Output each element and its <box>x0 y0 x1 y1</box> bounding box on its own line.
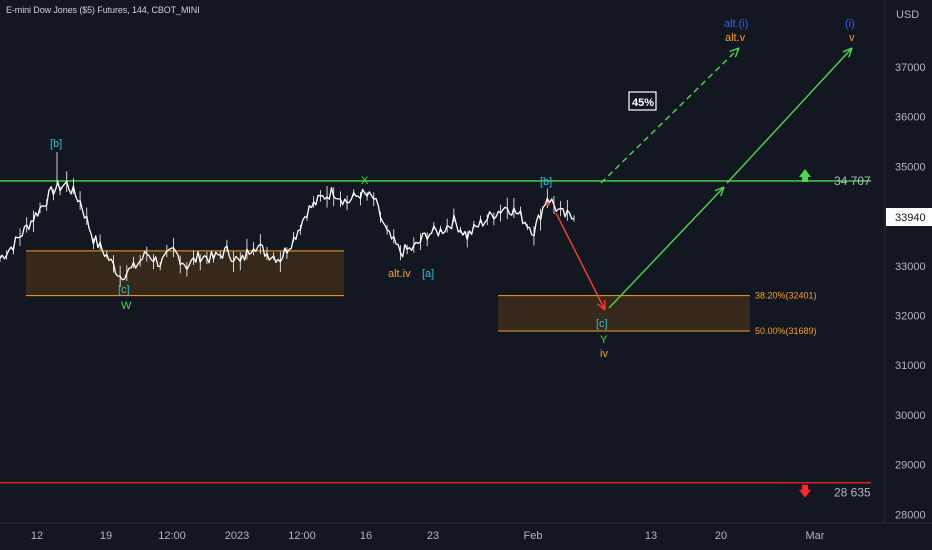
probability-box: 45% <box>628 91 657 111</box>
projection-alt-arrow <box>600 47 740 184</box>
y-tick-label: 31000 <box>895 360 926 372</box>
projection-alt-arrow-head <box>729 47 740 58</box>
current-price-tag: 33940 <box>886 208 932 226</box>
wave-label-i: (i) <box>845 18 855 30</box>
y-tick-label: 35000 <box>895 161 926 173</box>
projection-up-arrow-1-head <box>714 186 725 197</box>
down-arrow-icon <box>799 484 811 498</box>
x-tick-label: 12:00 <box>158 530 186 542</box>
resistance-level-label: 34 707 <box>834 174 871 188</box>
wave-label-b-right: [b] <box>540 176 552 188</box>
x-tick-label: 23 <box>427 530 439 542</box>
projection-up-arrow-1 <box>608 186 725 309</box>
currency-label: USD <box>896 9 919 21</box>
zones-layer <box>26 250 750 332</box>
probability-value: 45% <box>632 97 654 109</box>
peak-marker <box>546 202 550 206</box>
wave-label-x: X <box>361 175 369 187</box>
wave-label-y: Y <box>600 334 608 346</box>
projection-down-arrow <box>555 212 606 311</box>
y-tick-label: 30000 <box>895 410 926 422</box>
chart-title: E-mini Dow Jones ($5) Futures, 144, CBOT… <box>6 5 200 15</box>
wave-label-c-right: [c] <box>596 318 608 330</box>
projection-down-arrow-head <box>596 300 606 311</box>
x-tick-label: 16 <box>360 530 372 542</box>
zone-box-2 <box>498 295 750 331</box>
projection-up-arrow-2-head <box>842 47 853 58</box>
y-tick-label: 32000 <box>895 311 926 323</box>
wave-label-w: W <box>121 300 132 312</box>
wave-label-v: v <box>849 32 855 44</box>
x-tick-label: 2023 <box>225 530 249 542</box>
x-tick-label: Feb <box>524 530 543 542</box>
wave-label-a: [a] <box>422 268 434 280</box>
wave-label-iv: iv <box>600 348 608 360</box>
levels-layer <box>0 168 871 498</box>
projection-up-arrow-2 <box>726 47 853 184</box>
x-tick-label: Mar <box>806 530 825 542</box>
x-tick-label: 12 <box>31 530 43 542</box>
up-arrow-icon <box>799 168 811 182</box>
y-tick-label: 33000 <box>895 261 926 273</box>
projection-layer <box>555 47 853 311</box>
price-axis-panel <box>885 0 932 550</box>
y-tick-label: 29000 <box>895 460 926 472</box>
support-level-label: 28 635 <box>834 486 871 500</box>
fib-500-label: 50.00%(31689) <box>755 326 817 336</box>
y-tick-label: 37000 <box>895 62 926 74</box>
wave-label-alt-i: alt.(i) <box>724 18 748 30</box>
x-axis-ticks: 12 19 12:00 2023 12:00 16 23 Feb 13 20 Mar <box>31 530 825 542</box>
wave-label-alt-iv: alt.iv <box>388 268 411 280</box>
wave-label-alt-v: alt.v <box>725 32 746 44</box>
current-price-value: 33940 <box>895 212 926 224</box>
fib-382-label: 38.20%(32401) <box>755 291 817 301</box>
wave-label-b-left: [b] <box>50 138 62 150</box>
price-line-layer <box>0 171 575 288</box>
x-tick-label: 13 <box>645 530 657 542</box>
x-tick-label: 19 <box>100 530 112 542</box>
wave-label-c-left: [c] <box>118 284 130 296</box>
y-tick-label: 28000 <box>895 509 926 521</box>
x-tick-label: 12:00 <box>288 530 316 542</box>
x-tick-label: 20 <box>715 530 727 542</box>
y-tick-label: 36000 <box>895 112 926 124</box>
zone-box-1 <box>26 250 344 296</box>
